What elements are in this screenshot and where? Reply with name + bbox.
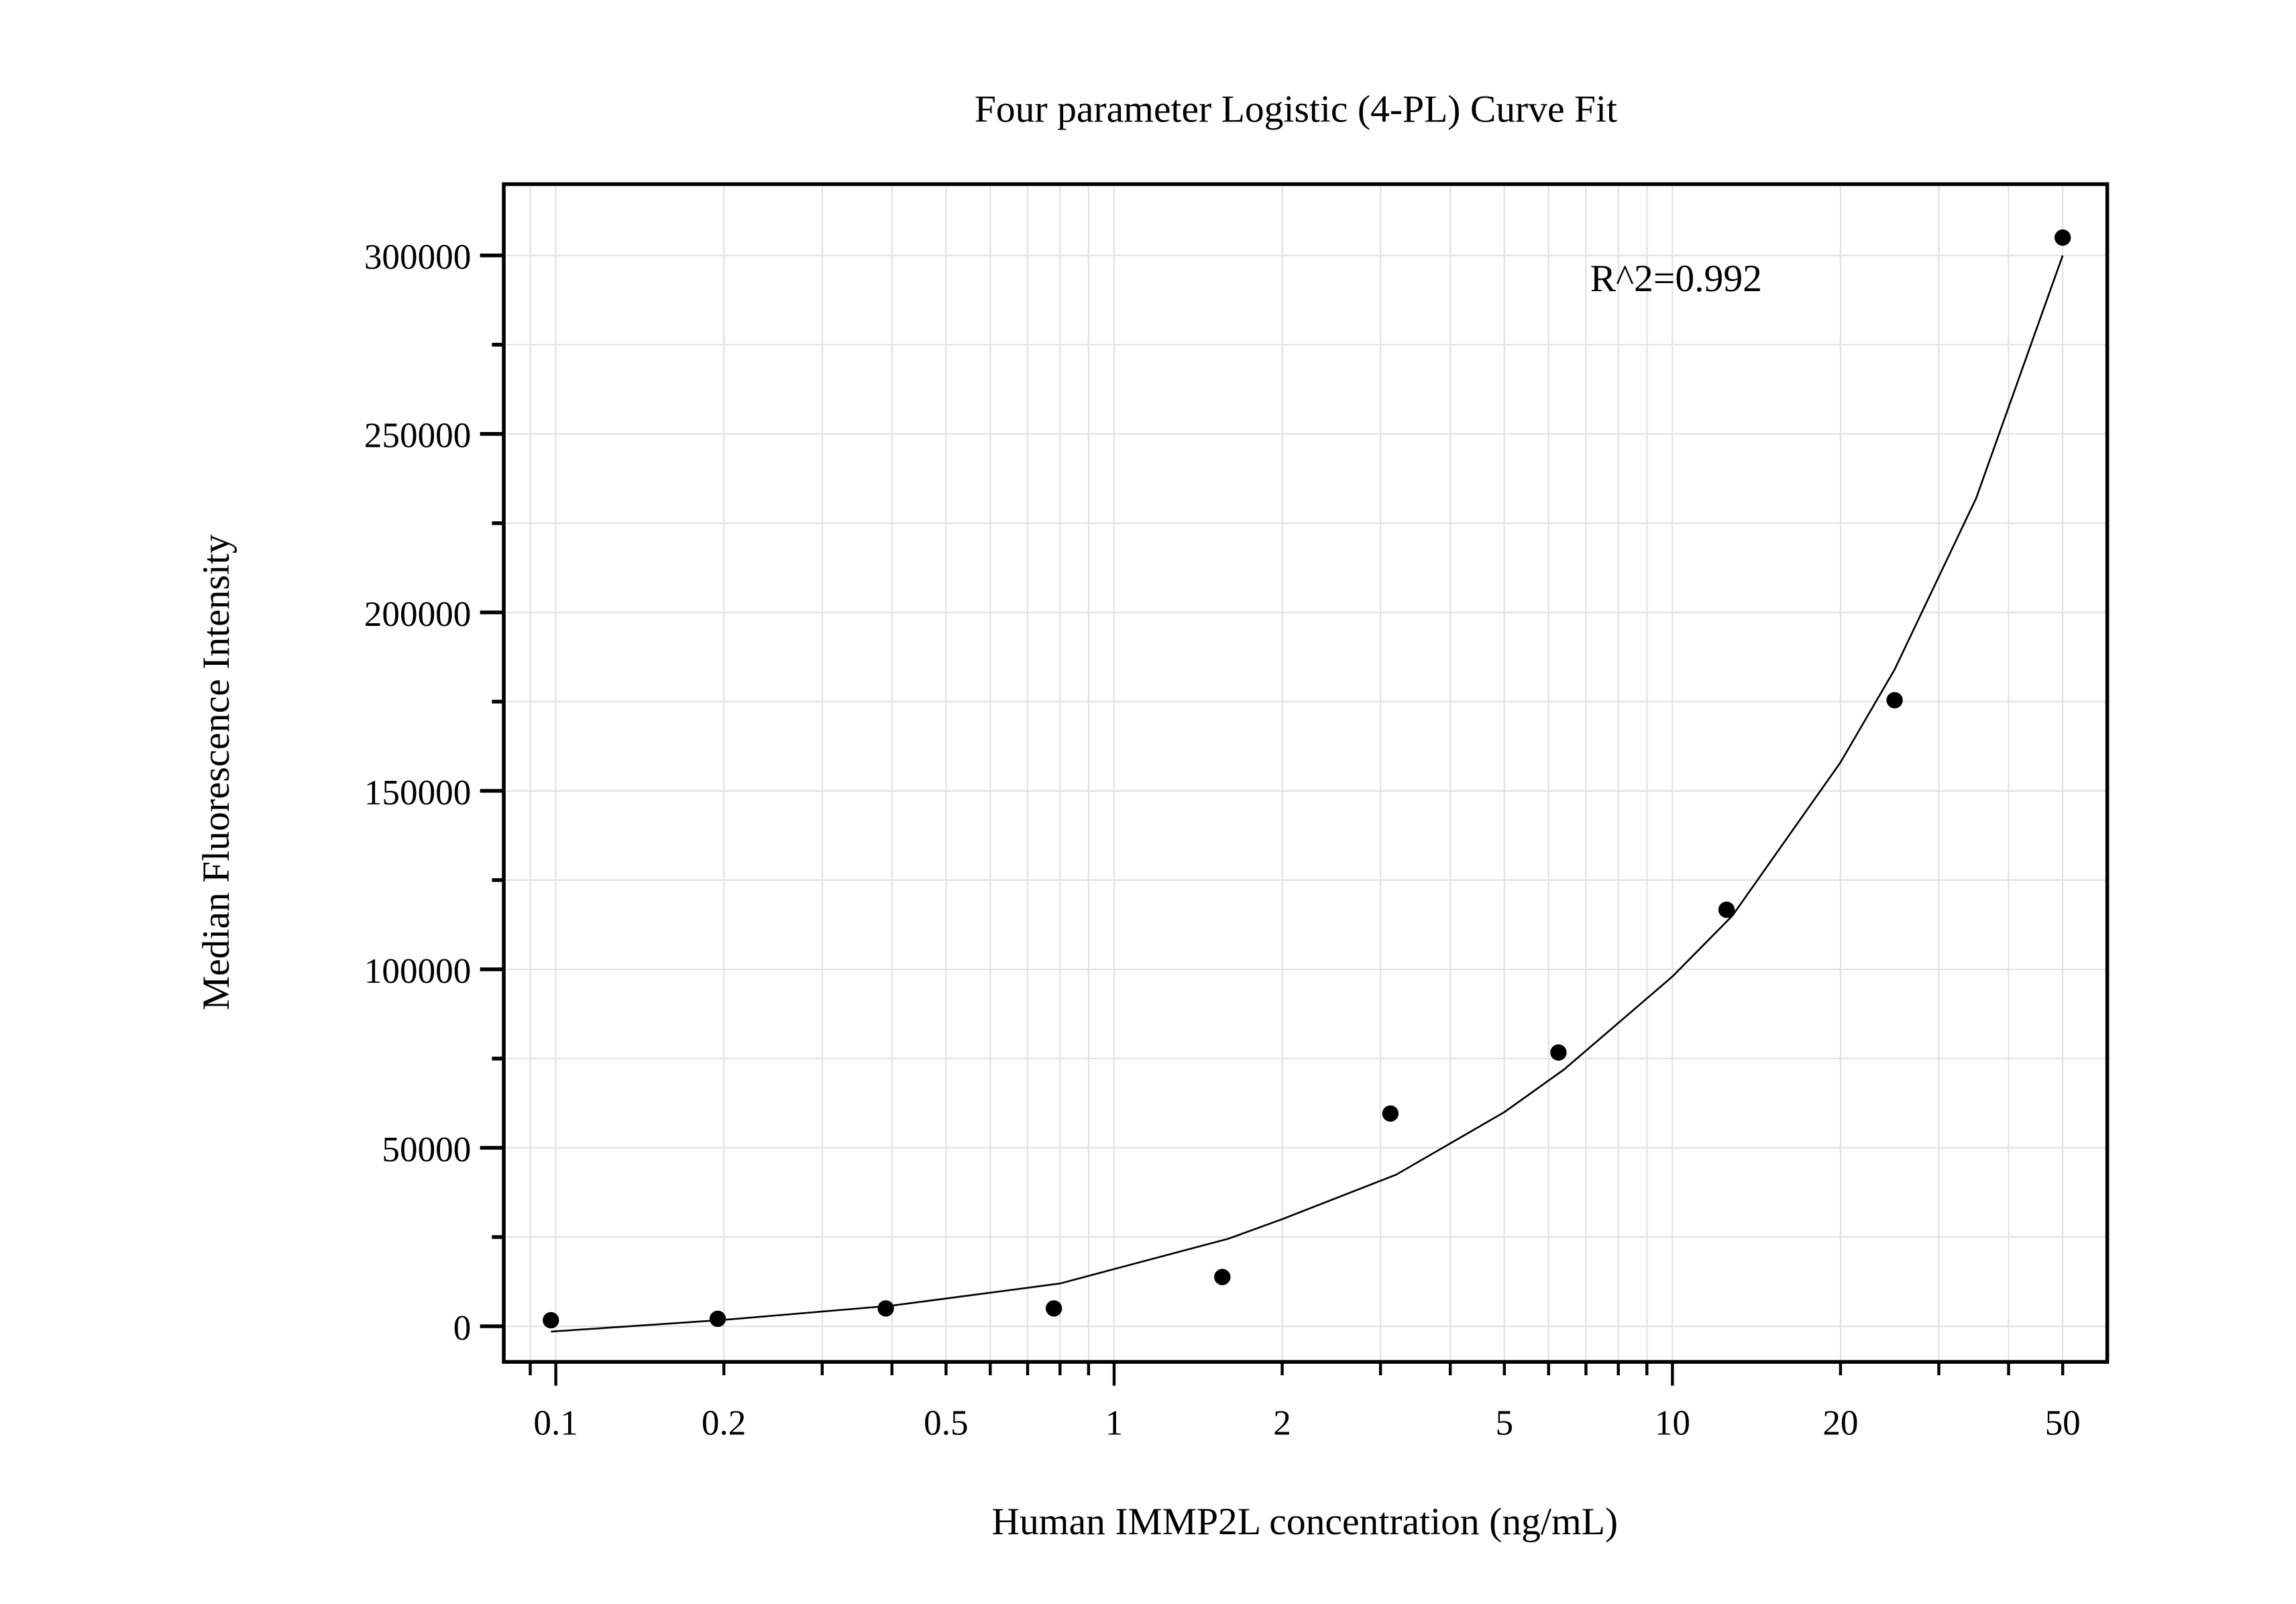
- data-point: [709, 1310, 726, 1328]
- x-tick-label: 10: [1655, 1404, 1690, 1443]
- fit-curve: [551, 255, 2064, 1333]
- x-tick-label: 0.1: [533, 1404, 578, 1443]
- data-point: [1718, 901, 1735, 918]
- y-axis-label: Median Fluorescence Intensity: [195, 534, 237, 1010]
- y-tick-label: 50000: [382, 1130, 471, 1169]
- y-tick-label: 0: [453, 1309, 472, 1348]
- data-point: [1045, 1300, 1062, 1317]
- plot-frame: [502, 182, 2110, 1364]
- data-points: [543, 229, 2071, 1329]
- x-tick-label: 2: [1273, 1404, 1291, 1443]
- y-tick-label: 150000: [364, 773, 471, 812]
- x-tick-label: 50: [2045, 1404, 2081, 1443]
- r-squared-annotation: R^2=0.992: [1590, 258, 1762, 300]
- fit-line: [551, 255, 2064, 1333]
- data-point: [2054, 229, 2071, 246]
- data-point: [1550, 1044, 1567, 1061]
- x-axis-label: Human IMMP2L concentration (ng/mL): [991, 1501, 1618, 1543]
- x-axis-ticks: 0.1 0.2 0.5 1 2 5 10 20 50: [529, 1362, 2081, 1443]
- data-point: [543, 1312, 559, 1329]
- y-tick-label: 300000: [364, 238, 471, 277]
- x-tick-label: 20: [1822, 1404, 1858, 1443]
- x-tick-label: 1: [1105, 1404, 1124, 1443]
- chart-title: Four parameter Logistic (4-PL) Curve Fit: [975, 89, 1617, 131]
- data-point: [1886, 692, 1903, 708]
- y-tick-label: 250000: [364, 417, 471, 456]
- data-point: [1214, 1269, 1231, 1285]
- data-point: [877, 1300, 894, 1317]
- x-tick-label: 0.2: [702, 1404, 746, 1443]
- y-axis-ticks: 0 50000 100000 150000 200000 250000 300000: [364, 238, 504, 1348]
- y-tick-label: 200000: [364, 595, 471, 634]
- grid-lines: [504, 184, 2108, 1362]
- data-point: [1382, 1105, 1399, 1122]
- x-tick-label: 0.5: [924, 1404, 968, 1443]
- x-tick-label: 5: [1495, 1404, 1513, 1443]
- y-tick-label: 100000: [364, 952, 471, 991]
